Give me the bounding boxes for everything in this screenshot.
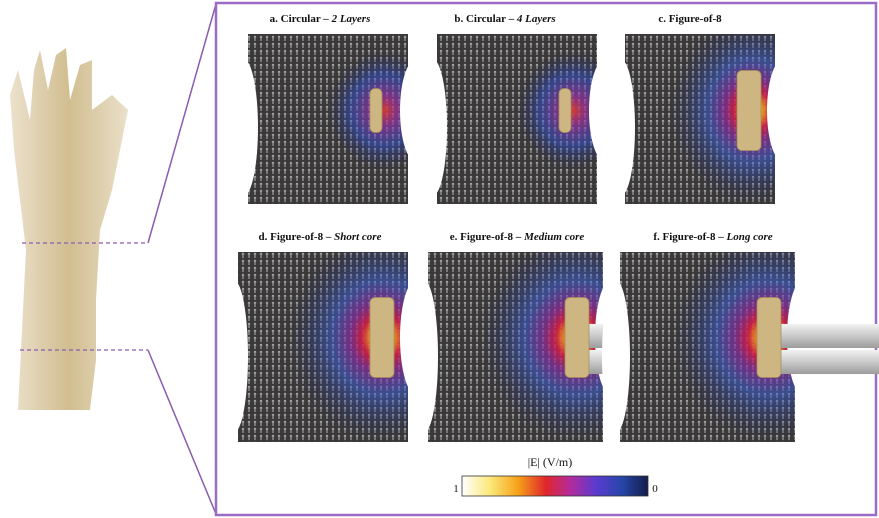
zoom-line [147, 349, 217, 515]
zoom-line [147, 3, 217, 244]
panel: f. Figure-of-8 – Long core [602, 231, 879, 442]
panel-title: e. Figure-of-8 – Medium core [450, 231, 585, 243]
panel-label: a. Circular – [270, 13, 332, 25]
panel: d. Figure-of-8 – Short core [220, 231, 432, 442]
panel-title: d. Figure-of-8 – Short core [259, 231, 382, 243]
panel-emphasis: Short core [334, 231, 381, 243]
panel-title: a. Circular – 2 Layers [270, 13, 371, 25]
panel: c. Figure-of-8 [607, 13, 799, 204]
tissue-edge [602, 280, 630, 433]
zoom-box [214, 1, 878, 517]
tissue-edge [220, 280, 248, 433]
coil-core [765, 324, 879, 348]
panel: a. Circular – 2 Layers [230, 13, 432, 204]
tissue-edge [419, 59, 447, 196]
tissue-edge [607, 59, 635, 196]
colorbar-gradient [461, 475, 649, 497]
field-magnitude [437, 34, 597, 204]
panel-title: b. Circular – 4 Layers [454, 13, 555, 25]
coil [564, 297, 590, 378]
panel-label: f. Figure-of-8 – [653, 231, 726, 243]
panel-emphasis: 2 Layers [331, 13, 371, 25]
tissue-edge [767, 59, 799, 162]
coil [369, 297, 395, 378]
coil [736, 70, 762, 151]
panel-label: c. Figure-of-8 [658, 13, 722, 25]
colorbar-right-label: 0 [652, 483, 658, 495]
panel-emphasis: 4 Layers [516, 13, 556, 25]
field-magnitude [248, 34, 408, 204]
panel: b. Circular – 4 Layers [419, 13, 621, 204]
panel-label: b. Circular – [454, 13, 517, 25]
coil-core [765, 350, 879, 374]
panel-emphasis: Medium core [523, 231, 584, 243]
panel-title: f. Figure-of-8 – Long core [653, 231, 772, 243]
colorbar-left-label: 1 [453, 483, 459, 495]
arm-illustration [10, 48, 128, 410]
colorbar: |E| (V/m) 1 0 [453, 455, 658, 497]
coil [369, 88, 383, 133]
panel-emphasis: Long core [725, 231, 772, 243]
panel-title: c. Figure-of-8 [658, 13, 722, 25]
coil [756, 297, 782, 378]
tissue-edge [230, 59, 258, 196]
colorbar-title: |E| (V/m) [528, 455, 572, 469]
panel-label: d. Figure-of-8 – [259, 231, 335, 243]
tissue-edge [410, 280, 438, 433]
coil [558, 88, 572, 133]
panels: a. Circular – 2 Layers b. Circular – 4 La… [220, 13, 879, 442]
panel-label: e. Figure-of-8 – [450, 231, 524, 243]
